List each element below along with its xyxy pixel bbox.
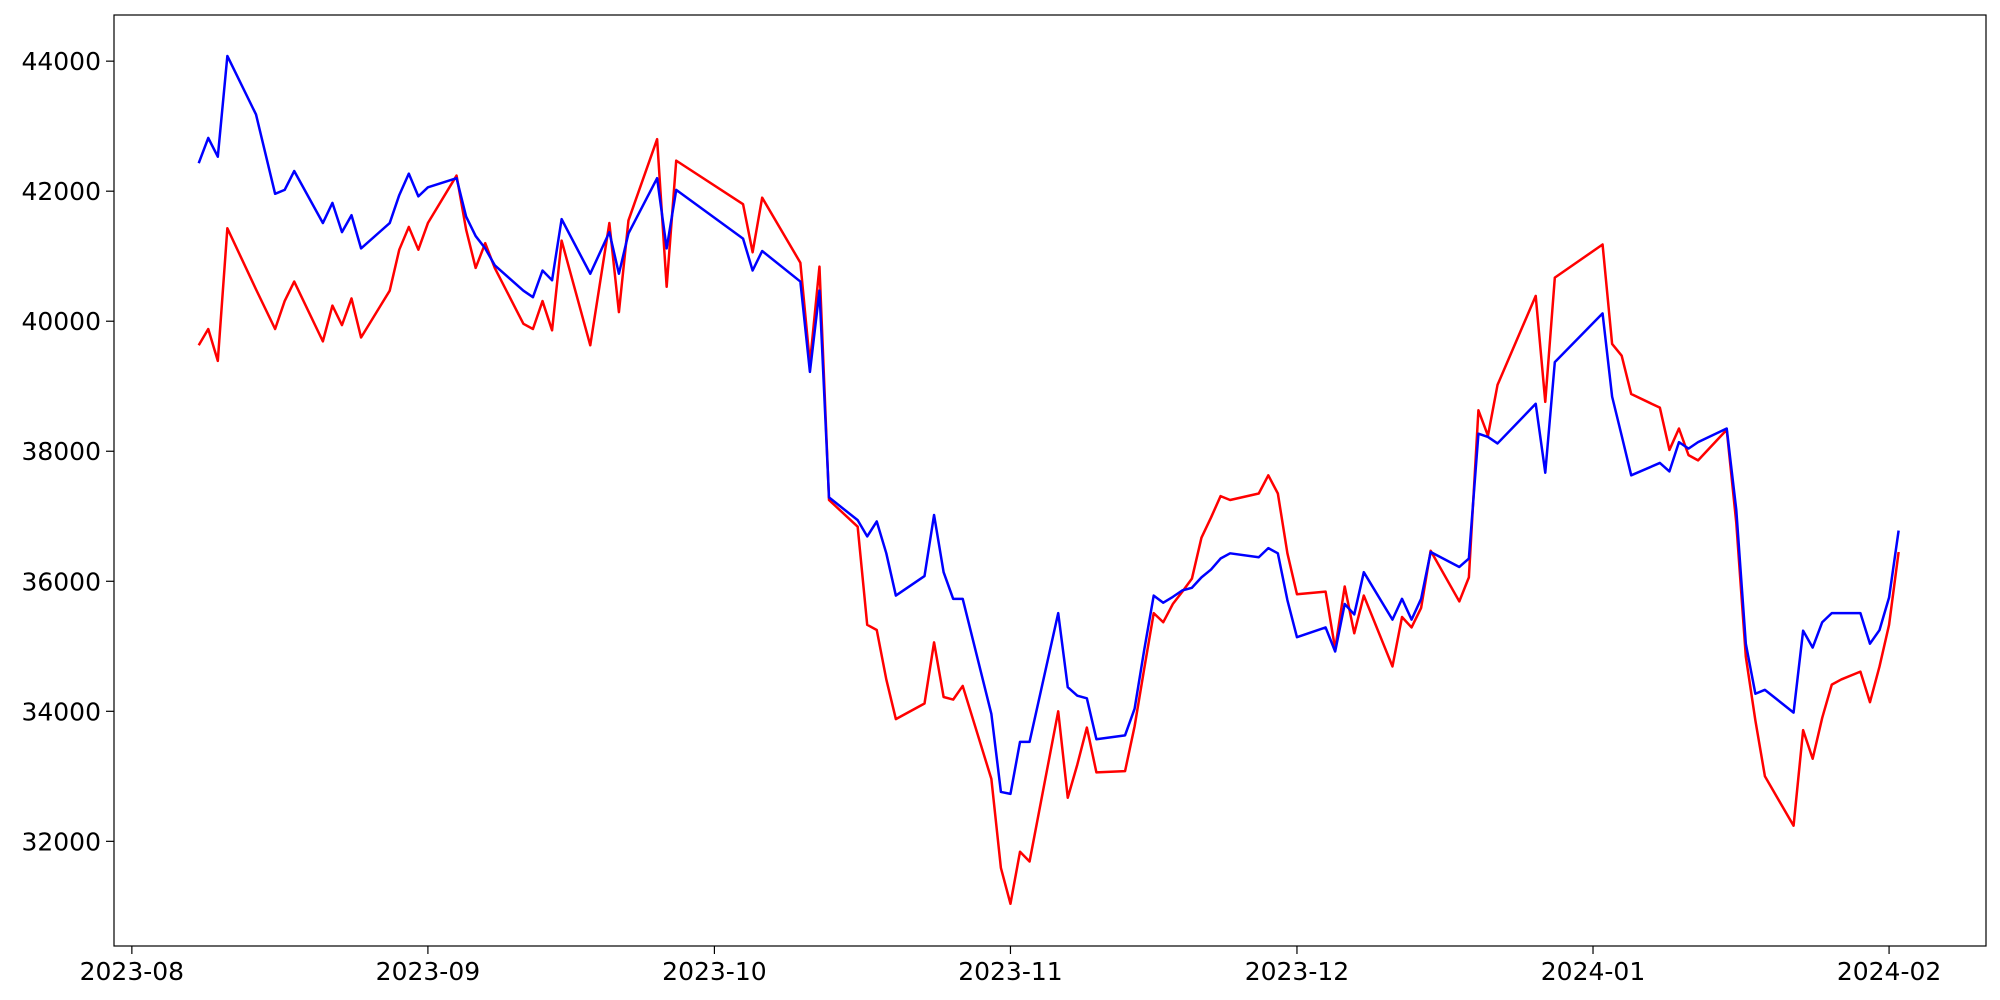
y-tick-label: 42000	[21, 177, 101, 206]
x-tick-label: 2023-09	[376, 957, 480, 986]
y-tick-label: 36000	[21, 567, 101, 596]
x-tick-label: 2023-11	[958, 957, 1062, 986]
line-series	[197, 54, 1900, 796]
plot-frame	[113, 14, 1987, 947]
y-tick-label: 44000	[21, 47, 101, 76]
line-series	[197, 137, 1900, 905]
y-tick-label: 38000	[21, 437, 101, 466]
x-tick-label: 2023-10	[662, 957, 766, 986]
x-tick-label: 2023-08	[80, 957, 184, 986]
x-tick-label: 2024-01	[1541, 957, 1645, 986]
y-tick-label: 34000	[21, 697, 101, 726]
y-tick-label: 40000	[21, 307, 101, 336]
x-tick-label: 2023-12	[1245, 957, 1349, 986]
y-tick-label: 32000	[21, 827, 101, 856]
x-tick-label: 2024-02	[1837, 957, 1941, 986]
